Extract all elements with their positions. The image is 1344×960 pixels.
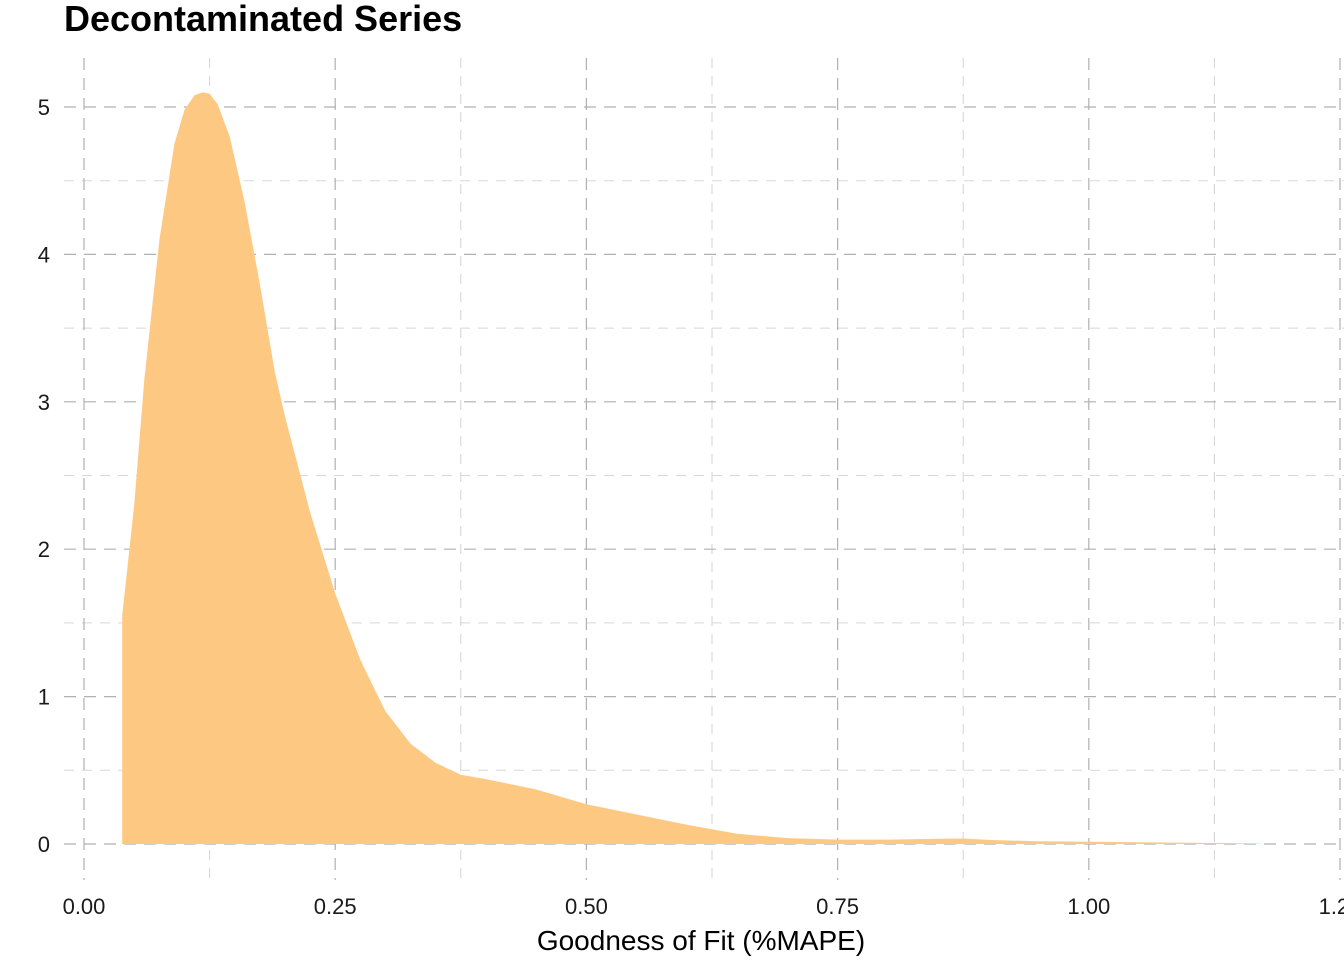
y-tick-label: 5 [38, 95, 50, 120]
x-tick-label: 1.25 [1319, 894, 1344, 919]
x-tick-label: 0.25 [314, 894, 357, 919]
y-tick-label: 3 [38, 390, 50, 415]
x-axis-title: Goodness of Fit (%MAPE) [537, 925, 865, 956]
y-tick-label: 0 [38, 832, 50, 857]
y-tick-label: 1 [38, 685, 50, 710]
y-tick-label: 2 [38, 537, 50, 562]
y-axis-ticks: 0 1 2 3 4 5 [38, 95, 50, 857]
y-tick-label: 4 [38, 242, 50, 267]
x-tick-label: 0.75 [816, 894, 859, 919]
density-area-layer [122, 92, 1260, 845]
x-tick-label: 1.00 [1067, 894, 1110, 919]
density-area [122, 92, 1260, 845]
x-tick-label: 0.50 [565, 894, 608, 919]
chart-title: Decontaminated Series [64, 0, 463, 39]
x-axis-ticks: 0.00 0.25 0.50 0.75 1.00 1.25 [63, 894, 1344, 919]
x-tick-label: 0.00 [63, 894, 106, 919]
